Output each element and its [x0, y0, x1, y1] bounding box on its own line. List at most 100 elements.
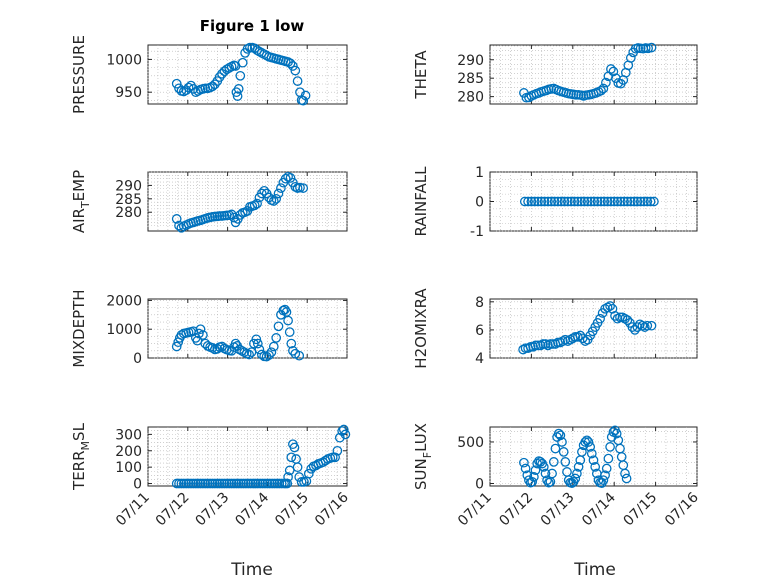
data-point-rainfall	[599, 196, 610, 207]
data-point-mixdepth	[288, 345, 298, 356]
data-point-pressure	[183, 82, 194, 93]
axes-theta: 280 285 290 THETA	[412, 42, 698, 106]
y-tick-label-mixdepth: 0	[133, 351, 142, 367]
data-point-terr-msl	[294, 472, 305, 482]
data-point-sun-flux	[598, 475, 609, 486]
data-point-mixdepth	[217, 341, 227, 352]
data-point-h2omixra	[605, 301, 615, 311]
series-h2omixra	[518, 301, 657, 355]
data-point-rainfall	[556, 196, 567, 207]
data-point-h2omixra	[632, 322, 643, 332]
data-point-mixdepth	[198, 330, 208, 340]
data-point-h2omixra	[575, 330, 586, 341]
data-point-terr-msl	[330, 452, 340, 463]
axes-h2omixra: 4 6 8 H2OMIXRA	[412, 288, 698, 369]
y-axis-label-sun-flux: SUNFLUX	[412, 423, 434, 490]
data-point-air-temp	[295, 182, 305, 193]
y-tick-label-h2omixra: 8	[475, 295, 484, 311]
data-point-sun-flux	[585, 442, 596, 452]
y-axis-label-main: RAINFALL	[412, 166, 430, 237]
y-tick-label-sun-flux: 0	[475, 477, 484, 493]
data-point-rainfall	[546, 196, 557, 207]
data-point-h2omixra	[610, 311, 620, 321]
data-point-rainfall	[543, 196, 553, 207]
data-point-theta	[598, 83, 609, 94]
data-point-mixdepth	[284, 327, 295, 337]
data-point-rainfall	[536, 196, 547, 207]
data-point-sun-flux	[572, 468, 582, 479]
data-point-h2omixra	[562, 336, 573, 346]
data-point-mixdepth	[294, 350, 305, 361]
data-point-sun-flux	[560, 457, 571, 467]
data-point-sun-flux	[573, 462, 584, 472]
data-point-pressure	[232, 91, 243, 101]
data-point-rainfall	[523, 196, 533, 207]
data-point-pressure	[233, 84, 244, 94]
y-axis-label-rainfall: RAINFALL	[412, 166, 430, 237]
y-tick-label-theta: 285	[457, 71, 484, 87]
y-axis-label-tail: EMP	[70, 170, 88, 201]
data-point-air-temp	[285, 173, 296, 183]
data-point-rainfall	[615, 196, 626, 207]
y-tick-label-rainfall: 1	[475, 165, 484, 181]
data-point-theta	[611, 73, 621, 84]
data-point-rainfall	[569, 196, 580, 207]
data-point-mixdepth	[239, 347, 250, 358]
y-tick-label-h2omixra: 6	[475, 323, 484, 339]
data-point-h2omixra	[622, 315, 633, 325]
data-point-rainfall	[629, 196, 639, 207]
data-point-terr-msl	[340, 429, 351, 440]
data-point-rainfall	[539, 196, 550, 207]
y-tick-label-air-temp: 290	[115, 178, 142, 194]
data-point-sun-flux	[548, 457, 559, 467]
data-point-theta	[625, 53, 636, 63]
y-tick-label-theta: 290	[457, 53, 484, 69]
y-axis-label-subscript: F	[421, 452, 434, 458]
data-point-air-temp	[229, 212, 239, 223]
y-axis-label-main: SUN	[412, 458, 430, 490]
data-point-mixdepth	[266, 347, 277, 358]
grid-terr-msl	[147, 427, 348, 486]
data-point-sun-flux	[550, 443, 561, 454]
grid-rainfall	[489, 171, 698, 232]
data-point-mixdepth	[200, 338, 211, 349]
axes-mixdepth: 0 1000 2000 MIXDEPTH	[70, 289, 348, 368]
data-point-terr-msl	[283, 472, 293, 482]
data-point-mixdepth	[254, 344, 265, 355]
data-point-h2omixra	[637, 320, 648, 331]
data-point-rainfall	[549, 196, 560, 207]
y-axis-label-pressure: PRESSURE	[70, 35, 88, 114]
data-point-rainfall	[582, 196, 593, 207]
data-point-terr-msl	[292, 462, 303, 473]
data-point-rainfall	[645, 196, 656, 207]
data-point-mixdepth	[280, 304, 290, 315]
data-point-sun-flux	[580, 437, 591, 447]
data-point-rainfall	[579, 196, 590, 207]
data-point-rainfall	[609, 196, 620, 207]
data-point-rainfall	[649, 196, 659, 207]
data-point-pressure	[235, 70, 246, 81]
data-point-rainfall	[642, 196, 653, 207]
data-point-rainfall	[619, 196, 629, 207]
data-point-air-temp	[252, 198, 262, 209]
data-point-sun-flux	[603, 453, 614, 464]
y-axis-label-air-temp: AIRTEMP	[70, 170, 92, 233]
series-sun-flux	[519, 425, 632, 488]
plot-area-pressure	[147, 44, 348, 105]
data-point-rainfall	[553, 196, 563, 207]
y-tick-label-sun-flux: 500	[457, 435, 484, 451]
data-point-sun-flux	[553, 428, 564, 439]
data-point-sun-flux	[593, 475, 604, 486]
data-point-terr-msl	[332, 445, 343, 456]
data-point-sun-flux	[535, 457, 546, 467]
y-axis-label-main: AIR	[70, 208, 88, 233]
data-point-rainfall	[606, 196, 616, 207]
y-axis-label-main: MIXDEPTH	[70, 289, 88, 367]
data-point-h2omixra	[525, 341, 536, 352]
y-axis-label-main: THETA	[412, 50, 430, 100]
data-point-mixdepth	[273, 321, 284, 332]
data-point-mixdepth	[195, 324, 206, 335]
data-point-rainfall	[602, 196, 613, 207]
y-axis-label-main: H2OMIXRA	[412, 288, 430, 369]
